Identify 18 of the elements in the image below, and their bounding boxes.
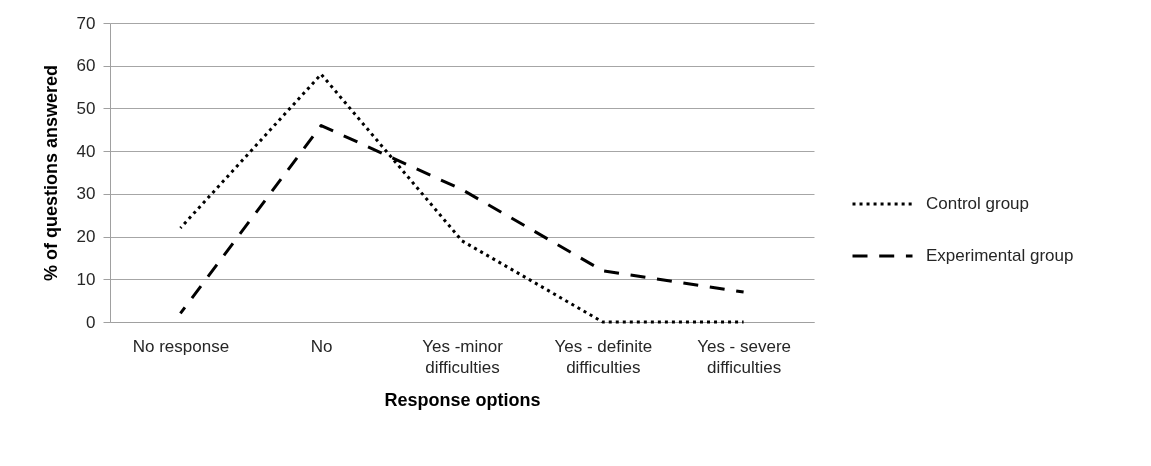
y-tick-label: 60 (76, 56, 96, 76)
y-axis-title: % of questions answered (40, 64, 61, 282)
y-tick-label: 20 (76, 227, 96, 247)
x-tick-label: Yes - definite difficulties (554, 336, 653, 377)
x-tick-label: Yes - severe difficulties (697, 336, 792, 377)
x-tick-label: No response (132, 336, 230, 356)
x-axis-title: Response options (384, 389, 541, 410)
legend-label: Experimental group (926, 246, 1074, 265)
x-tick-label: Yes -minor difficulties (422, 336, 504, 377)
y-tick-label: 0 (86, 312, 96, 332)
y-tick-label: 40 (76, 141, 96, 161)
y-tick-label: 70 (76, 13, 96, 33)
legend-label: Control group (926, 194, 1030, 213)
y-tick-label: 50 (76, 98, 96, 118)
y-tick-label: 10 (76, 269, 96, 289)
x-tick-label: No (310, 336, 333, 356)
y-tick-label: 30 (76, 184, 96, 204)
line-series (178, 72, 746, 324)
